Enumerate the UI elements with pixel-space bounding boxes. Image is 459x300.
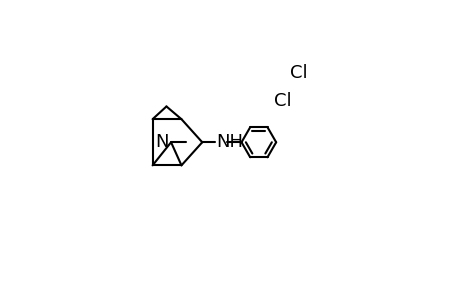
- Text: N: N: [155, 133, 168, 151]
- Text: Cl: Cl: [290, 64, 307, 82]
- Text: NH: NH: [216, 133, 243, 151]
- Text: Cl: Cl: [273, 92, 291, 110]
